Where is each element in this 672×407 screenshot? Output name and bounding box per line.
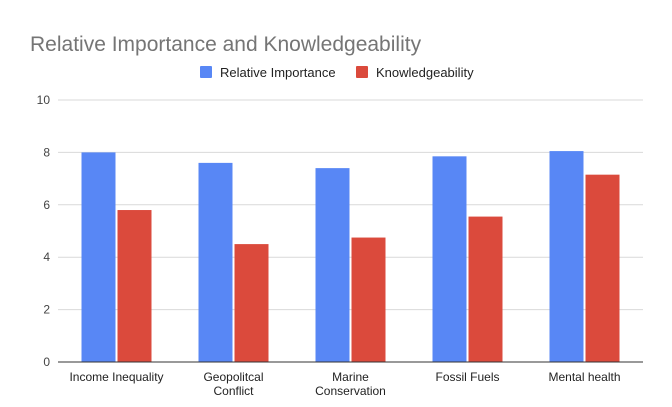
bars — [81, 151, 620, 362]
y-tick-label-6: 6 — [43, 198, 50, 212]
bar-knowledgeability-income-inequality — [117, 210, 152, 362]
bar-knowledgeability-marine-conservation — [351, 237, 386, 362]
legend-swatch-relative-importance — [200, 66, 212, 78]
y-axis-tick-labels: 0 2 4 6 8 10 — [37, 93, 51, 369]
y-tick-label-10: 10 — [37, 93, 51, 107]
bar-knowledgeability-geopolitcal-conflict — [234, 244, 269, 362]
x-category-label-income-inequality: Income Inequality — [69, 370, 163, 384]
legend-label-relative-importance: Relative Importance — [220, 65, 336, 80]
y-tick-label-0: 0 — [43, 355, 50, 369]
bar-knowledgeability-fossil-fuels — [468, 216, 503, 362]
x-category-label-marine-conservation: Marine Conservation — [315, 370, 386, 398]
x-category-label-mental-health: Mental health — [548, 370, 620, 384]
bar-knowledgeability-mental-health — [585, 174, 620, 362]
y-tick-label-8: 8 — [43, 145, 50, 159]
gridlines — [58, 99, 643, 311]
legend: Relative Importance Knowledgeability — [200, 65, 474, 80]
bar-relative-importance-income-inequality — [81, 152, 116, 362]
chart-title: Relative Importance and Knowledgeability — [30, 33, 422, 56]
bar-relative-importance-fossil-fuels — [432, 156, 467, 362]
legend-swatch-knowledgeability — [356, 66, 368, 78]
x-axis-category-labels: Income Inequality Geopolitcal Conflict Mari… — [69, 370, 620, 398]
bar-relative-importance-marine-conservation — [315, 168, 350, 362]
bar-relative-importance-geopolitcal-conflict — [198, 162, 233, 362]
y-tick-label-2: 2 — [43, 303, 50, 317]
x-category-label-fossil-fuels: Fossil Fuels — [435, 370, 499, 384]
legend-label-knowledgeability: Knowledgeability — [376, 65, 474, 80]
x-category-label-geopolitcal-conflict: Geopolitcal Conflict — [203, 370, 263, 398]
y-tick-label-4: 4 — [43, 250, 50, 264]
bar-relative-importance-mental-health — [549, 151, 584, 362]
